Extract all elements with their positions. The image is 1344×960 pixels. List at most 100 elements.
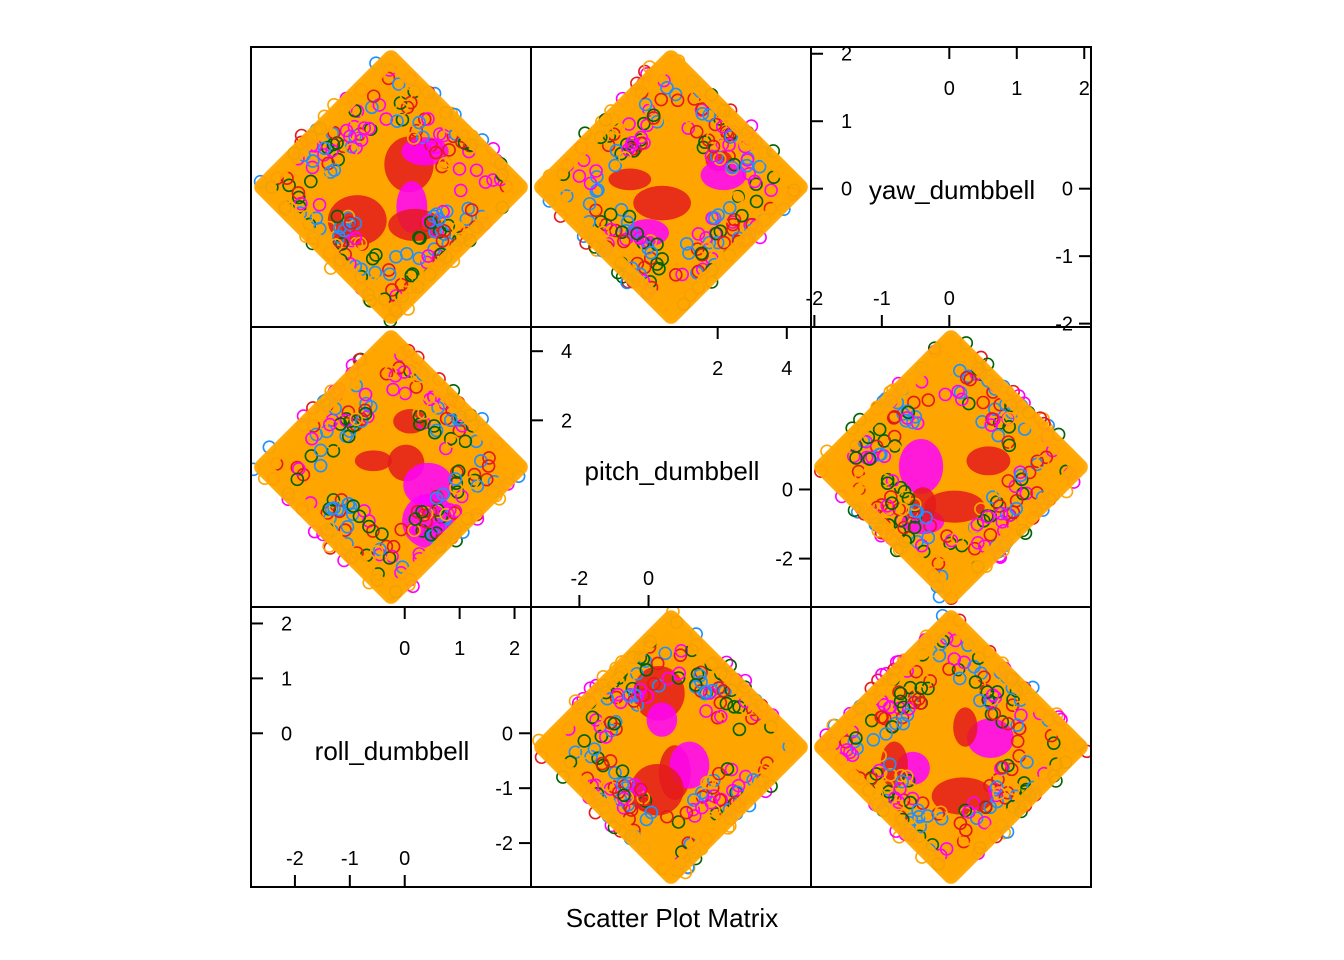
data-point — [330, 209, 345, 224]
data-point — [436, 487, 450, 502]
data-point — [947, 550, 961, 564]
data-point — [638, 97, 653, 112]
data-point — [976, 395, 990, 410]
data-point — [914, 538, 929, 553]
data-point — [951, 384, 965, 399]
data-point — [599, 730, 613, 744]
data-point — [955, 392, 969, 407]
data-point — [290, 472, 305, 487]
data-point — [362, 121, 376, 136]
data-point — [972, 678, 986, 692]
data-point — [885, 496, 899, 511]
data-point — [1013, 468, 1028, 483]
data-point — [322, 220, 336, 235]
data-point — [893, 782, 907, 796]
data-point — [691, 227, 706, 241]
data-point — [452, 162, 467, 176]
data-point — [940, 529, 954, 543]
data-point — [412, 409, 427, 424]
data-point — [291, 186, 306, 200]
data-point — [620, 215, 635, 229]
data-point — [443, 431, 458, 446]
data-point — [880, 476, 895, 490]
data-point — [897, 520, 911, 535]
data-point — [888, 441, 902, 456]
data-point — [594, 729, 609, 744]
data-point — [970, 517, 985, 532]
data-point — [730, 190, 745, 205]
tick-label-bottom: -1 — [873, 288, 891, 310]
data-point — [672, 666, 686, 681]
data-point — [348, 231, 363, 245]
data-point — [764, 183, 778, 198]
data-point — [688, 678, 703, 692]
point-cloud-edge — [254, 50, 528, 324]
data-point — [608, 715, 623, 729]
data-point — [986, 490, 1000, 505]
data-point — [854, 469, 869, 483]
data-point — [706, 139, 721, 154]
data-point — [437, 224, 452, 238]
data-point — [352, 509, 367, 524]
data-point — [620, 708, 635, 723]
data-point — [435, 233, 450, 248]
data-point — [399, 273, 414, 288]
data-point — [607, 716, 622, 731]
data-point — [375, 527, 389, 541]
data-point — [1009, 501, 1024, 516]
data-point — [428, 425, 442, 440]
panel-r0c1 — [534, 50, 808, 324]
data-point — [335, 237, 349, 251]
data-point — [655, 252, 669, 266]
data-point — [837, 462, 852, 476]
data-point — [371, 112, 386, 126]
data-point — [469, 163, 484, 178]
dense-patch — [403, 462, 454, 508]
panel-r1c2 — [814, 330, 1088, 606]
data-point — [668, 267, 683, 282]
data-point — [639, 663, 654, 677]
data-point — [707, 210, 721, 225]
data-point — [687, 793, 701, 807]
point-cloud-edge — [814, 330, 1088, 604]
data-point — [918, 674, 932, 689]
data-point — [846, 449, 861, 464]
data-point — [1012, 721, 1027, 736]
data-point — [639, 812, 654, 827]
point-cloud-core — [817, 613, 1085, 881]
data-point — [366, 524, 380, 538]
data-point — [644, 245, 658, 260]
data-point — [717, 235, 731, 250]
data-point — [415, 140, 430, 155]
data-point — [894, 768, 908, 783]
tick-label-top: 1 — [1011, 78, 1022, 100]
dense-patch — [608, 168, 652, 191]
data-point — [983, 527, 998, 542]
data-point — [876, 473, 891, 487]
data-point — [923, 674, 938, 688]
data-point — [862, 452, 877, 466]
data-point — [907, 520, 922, 535]
data-point — [582, 197, 597, 211]
data-point — [671, 815, 686, 829]
data-point — [713, 793, 727, 807]
point-cloud-edge — [534, 610, 808, 884]
data-point — [939, 842, 954, 856]
data-point — [901, 702, 916, 716]
data-point — [389, 266, 404, 280]
panel-r0c0 — [253, 50, 528, 327]
tick-label-right: -2 — [1055, 314, 1073, 336]
dense-patch — [953, 707, 978, 747]
data-point — [895, 774, 909, 789]
data-point — [624, 139, 639, 153]
tick-label-bottom: -2 — [570, 568, 588, 590]
data-point — [682, 109, 696, 124]
data-point — [611, 121, 626, 136]
point-cloud-edge — [254, 330, 528, 604]
data-point — [345, 143, 359, 157]
data-point — [695, 800, 709, 815]
data-point — [980, 685, 995, 699]
data-point — [958, 832, 973, 846]
data-point — [646, 108, 661, 123]
data-point — [735, 208, 749, 223]
